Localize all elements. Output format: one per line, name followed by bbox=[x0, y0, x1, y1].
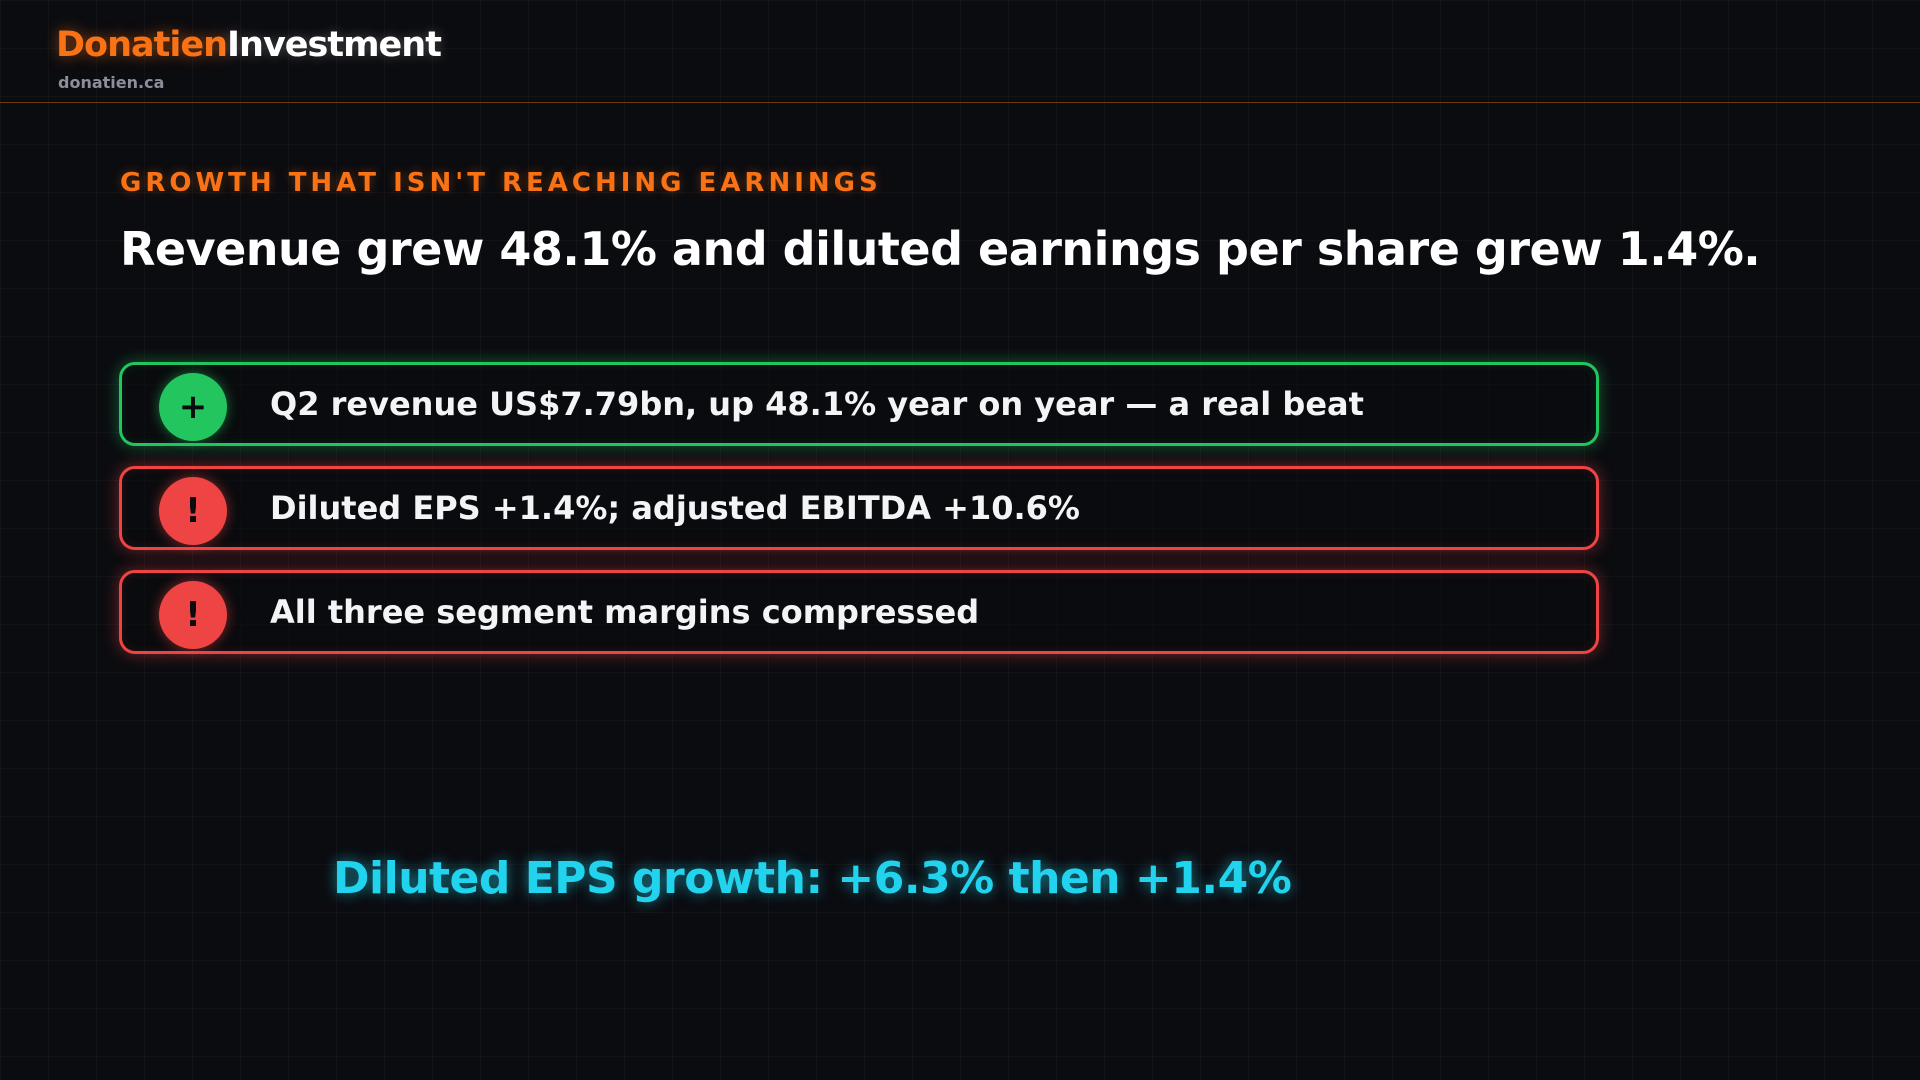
brand-name-part2: Investment bbox=[227, 25, 442, 65]
exclamation-icon: ! bbox=[159, 581, 227, 649]
plus-icon: + bbox=[159, 373, 227, 441]
exclamation-icon: ! bbox=[159, 477, 227, 545]
point-text: Q2 revenue US$7.79bn, up 48.1% year on y… bbox=[270, 385, 1364, 423]
header-bar: DonatienInvestment donatien.ca bbox=[0, 0, 1920, 103]
point-card-eps: ! Diluted EPS +1.4%; adjusted EBITDA +10… bbox=[119, 466, 1599, 550]
point-text: All three segment margins compressed bbox=[270, 593, 980, 631]
point-card-revenue: + Q2 revenue US$7.79bn, up 48.1% year on… bbox=[119, 362, 1599, 446]
slide-headline: Revenue grew 48.1% and diluted earnings … bbox=[120, 222, 1761, 276]
brand-url: donatien.ca bbox=[58, 73, 165, 92]
point-card-margins: ! All three segment margins compressed bbox=[119, 570, 1599, 654]
brand-name-part1: Donatien bbox=[56, 25, 228, 65]
point-text: Diluted EPS +1.4%; adjusted EBITDA +10.6… bbox=[270, 489, 1080, 527]
brand-logo: DonatienInvestment bbox=[56, 24, 442, 66]
slide-kicker: GROWTH THAT ISN'T REACHING EARNINGS bbox=[120, 168, 882, 198]
eps-growth-callout: Diluted EPS growth: +6.3% then +1.4% bbox=[333, 853, 1292, 904]
